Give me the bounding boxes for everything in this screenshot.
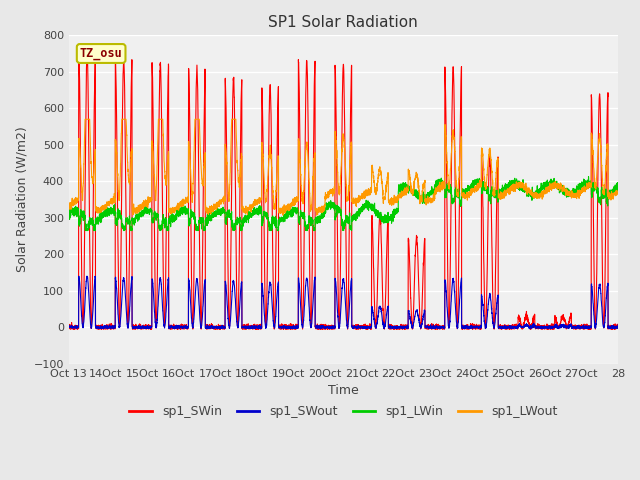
sp1_LWin (81, 228, 89, 233)
Text: TZ_osu: TZ_osu (80, 47, 122, 60)
sp1_LWout (65, 202, 72, 208)
sp1_LWout (467, 186, 474, 192)
X-axis label: Time: Time (328, 384, 358, 397)
sp1_LWin (614, 188, 621, 193)
sp1_SWin (614, 322, 621, 327)
sp1_SWin (164, 98, 172, 104)
sp1_LWin (614, 188, 621, 194)
sp1_SWout (83, 273, 91, 279)
sp1_SWout (323, 324, 331, 330)
sp1_LWout (436, 183, 444, 189)
sp1_SWin (436, 323, 444, 329)
sp1_LWin (585, 174, 593, 180)
sp1_SWout (72, 325, 80, 331)
Line: sp1_SWout: sp1_SWout (68, 276, 618, 328)
sp1_SWin (467, 321, 474, 326)
sp1_LWin (65, 210, 72, 216)
sp1_SWin (498, 324, 506, 329)
sp1_LWout (498, 195, 506, 201)
sp1_LWin (164, 225, 172, 231)
sp1_LWout (279, 212, 287, 218)
sp1_LWout (81, 116, 89, 122)
sp1_SWin (67, 326, 74, 332)
sp1_SWout (65, 324, 72, 329)
sp1_SWin (83, 50, 91, 56)
Line: sp1_LWin: sp1_LWin (68, 177, 618, 230)
sp1_SWout (614, 325, 621, 331)
sp1_LWin (467, 182, 474, 188)
Y-axis label: Solar Radiation (W/m2): Solar Radiation (W/m2) (15, 127, 28, 273)
sp1_LWout (614, 191, 621, 196)
Line: sp1_SWin: sp1_SWin (68, 53, 618, 329)
Line: sp1_LWout: sp1_LWout (68, 119, 618, 215)
sp1_LWout (614, 190, 621, 196)
sp1_LWout (164, 160, 172, 166)
sp1_SWin (65, 324, 72, 330)
Legend: sp1_SWin, sp1_SWout, sp1_LWin, sp1_LWout: sp1_SWin, sp1_SWout, sp1_LWin, sp1_LWout (124, 400, 562, 423)
sp1_LWin (498, 192, 506, 198)
sp1_SWout (436, 324, 444, 330)
sp1_LWin (436, 181, 444, 187)
sp1_SWin (614, 323, 621, 328)
sp1_SWout (614, 322, 621, 328)
sp1_LWin (323, 205, 331, 211)
sp1_SWout (164, 282, 172, 288)
Title: SP1 Solar Radiation: SP1 Solar Radiation (268, 15, 418, 30)
sp1_SWin (323, 324, 331, 329)
sp1_SWout (467, 325, 474, 331)
sp1_SWout (498, 325, 506, 331)
sp1_LWout (323, 192, 331, 197)
